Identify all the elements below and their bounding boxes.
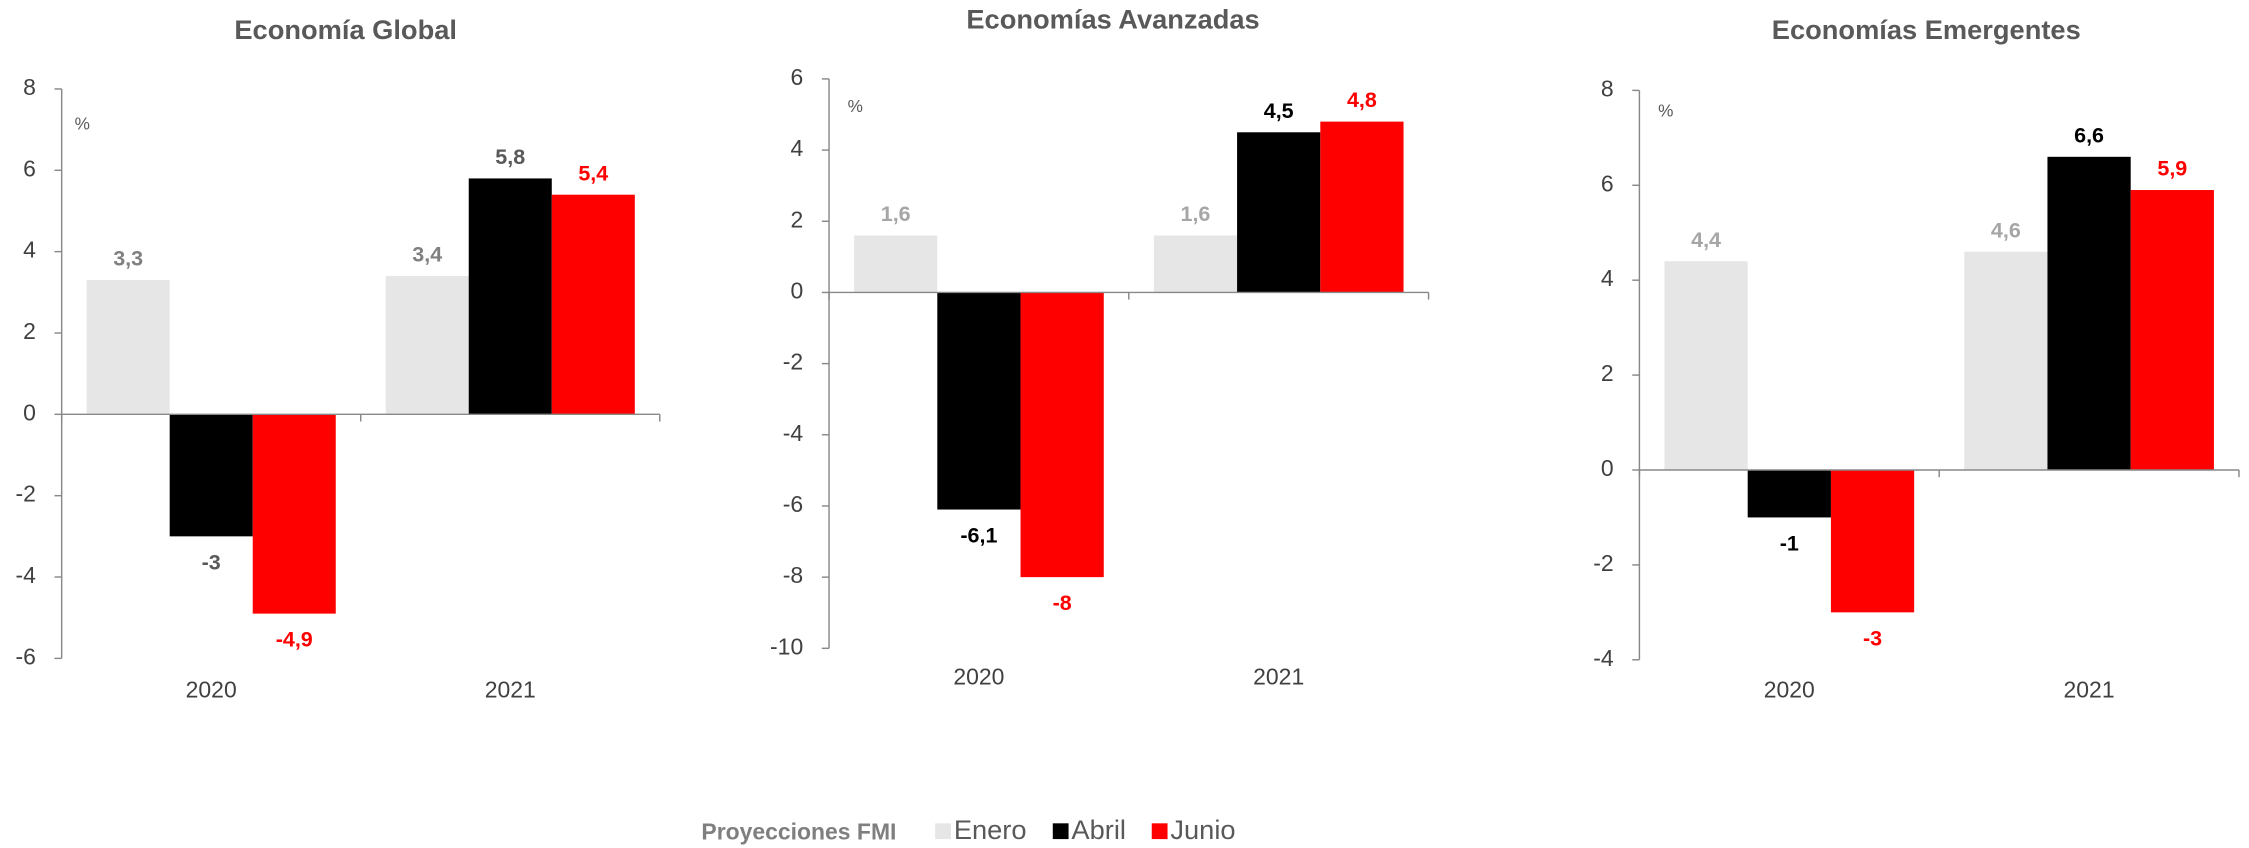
bar [169, 414, 253, 537]
bar [2130, 190, 2214, 470]
bar [854, 235, 938, 293]
data-label: 4,5 [1264, 99, 1294, 123]
legend-swatch [1151, 823, 1168, 840]
bar [1830, 469, 1915, 613]
legend-label: Junio [1170, 814, 1235, 845]
y-tick-label: 8 [23, 74, 36, 100]
data-label: 5,9 [2157, 157, 2187, 181]
legend-label: Enero [954, 814, 1027, 845]
y-tick-label: -6 [783, 491, 803, 517]
data-label: -6,1 [960, 523, 997, 547]
y-tick-label: 6 [23, 155, 36, 181]
chart-title: Economías Emergentes [1772, 14, 2081, 45]
bar [1153, 235, 1238, 293]
bar [1664, 261, 1748, 470]
y-tick-label: -10 [770, 633, 803, 659]
bar [86, 280, 170, 415]
y-tick-label: 6 [790, 64, 803, 90]
bar [252, 414, 336, 614]
y-tick-label: 0 [23, 399, 36, 425]
y-tick-label: 0 [1601, 455, 1614, 481]
data-label: -3 [202, 550, 221, 574]
bar [1320, 121, 1404, 293]
x-tick-label: 2021 [2064, 676, 2115, 702]
bar [1964, 251, 2048, 470]
legend-title: Proyecciones FMI [701, 818, 896, 844]
y-tick-label: 6 [1601, 170, 1614, 196]
x-tick-label: 2020 [953, 664, 1004, 690]
x-tick-label: 2021 [485, 676, 536, 702]
y-tick-label: 4 [790, 135, 803, 161]
data-label: 4,4 [1691, 228, 1721, 252]
data-label: 3,4 [412, 243, 442, 267]
y-tick-label: 0 [790, 278, 803, 304]
y-tick-label: -6 [15, 643, 35, 669]
y-tick-label: 2 [23, 318, 36, 344]
data-label: 4,6 [1991, 218, 2021, 242]
y-tick-label: 8 [1601, 75, 1614, 101]
bar [2047, 156, 2131, 470]
bar [385, 276, 469, 415]
chart-title: Economía Global [234, 14, 457, 45]
x-tick-label: 2021 [1253, 664, 1304, 690]
y-tick-label: 2 [790, 206, 803, 232]
axis-unit: % [1658, 100, 1673, 120]
data-label: -1 [1780, 531, 1799, 555]
legend-swatch [1052, 823, 1069, 840]
bar [551, 194, 635, 415]
x-tick-label: 2020 [186, 676, 237, 702]
data-label: -8 [1053, 591, 1072, 615]
legend-swatch [935, 823, 951, 840]
y-tick-label: 2 [1601, 360, 1614, 386]
y-tick-label: 4 [23, 237, 36, 263]
y-tick-label: -8 [783, 562, 803, 588]
data-label: 3,3 [113, 247, 143, 271]
y-tick-label: 4 [1601, 265, 1614, 291]
y-tick-label: -2 [15, 481, 35, 507]
bar [937, 292, 1021, 510]
y-tick-label: -4 [1593, 645, 1614, 671]
y-tick-label: -4 [783, 420, 804, 446]
data-label: 5,8 [495, 145, 525, 169]
legend-label: Abril [1071, 814, 1126, 845]
data-label: 5,4 [578, 161, 608, 185]
data-label: 4,8 [1347, 88, 1377, 112]
data-label: 1,6 [881, 202, 911, 226]
data-label: -3 [1863, 626, 1882, 650]
y-tick-label: -2 [783, 349, 803, 375]
axis-unit: % [848, 96, 863, 116]
data-label: 6,6 [2074, 123, 2104, 147]
y-tick-label: -4 [15, 562, 36, 588]
bar [468, 178, 552, 415]
x-tick-label: 2020 [1764, 676, 1815, 702]
y-tick-label: -2 [1593, 550, 1613, 576]
bar [1020, 292, 1104, 578]
data-label: -4,9 [276, 628, 313, 652]
chart-title: Economías Avanzadas [966, 4, 1259, 35]
bar [1747, 469, 1831, 518]
axis-unit: % [75, 113, 90, 133]
data-label: 1,6 [1181, 202, 1211, 226]
bar [1237, 132, 1321, 293]
